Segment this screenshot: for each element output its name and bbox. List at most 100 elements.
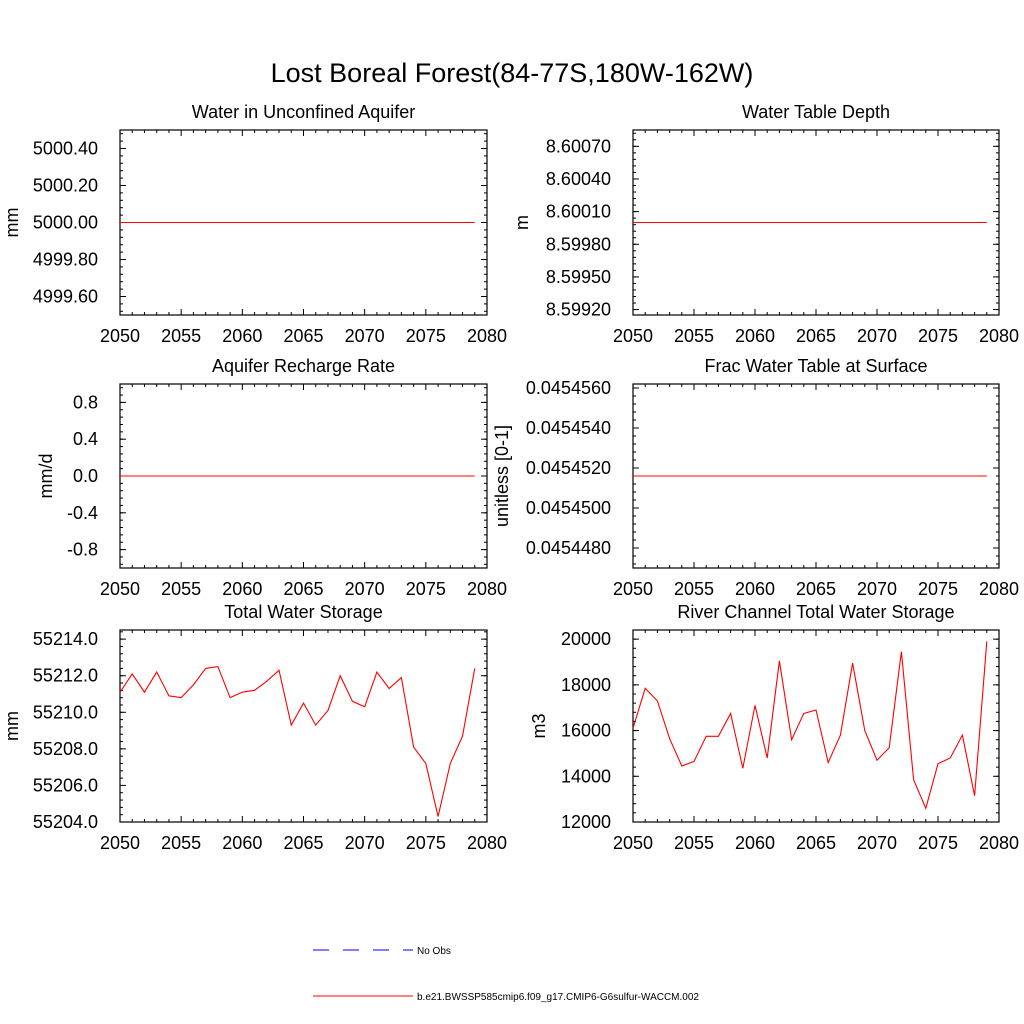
chart-panel-6: River Channel Total Water Storage 2050 205… [529,602,1019,853]
series-line [119,665,476,817]
x-tick-label: 2075 [918,833,958,853]
y-tick-label: 14000 [561,766,611,786]
x-tick-label: 2060 [222,326,262,346]
x-tick-label: 2065 [796,326,836,346]
chart-panel-3: Aquifer Recharge Rate 2050 2055 2060 2065 207… [36,356,507,599]
y-tick-label: 20000 [561,629,611,649]
x-tick-label: 2060 [222,833,262,853]
x-tick-label: 2065 [283,579,323,599]
x-tick-label: 2065 [796,833,836,853]
y-tick-label: 0.0 [73,466,98,486]
y-tick-label: 8.59980 [546,234,611,254]
y-tick-label: 55212.0 [33,666,98,686]
y-tick-label: 55204.0 [33,812,98,832]
x-tick-label: 2060 [735,579,775,599]
legend-label-model: b.e21.BWSSP585cmip6.f09_g17.CMIP6-G6sulf… [417,992,699,1003]
x-tick-label: 2050 [100,579,140,599]
legend: No Obs b.e21.BWSSP585cmip6.f09_g17.CMIP6-… [313,946,699,1003]
x-tick-label: 2055 [161,326,201,346]
x-tick-label: 2080 [467,326,507,346]
y-tick-label: 0.0454480 [526,538,611,558]
y-tick-label: 8.60010 [546,202,611,222]
y-tick-label: 8.60070 [546,136,611,156]
figure-title: Lost Boreal Forest(84-77S,180W-162W) [271,58,754,88]
y-tick-label: 8.59920 [546,300,611,320]
y-axis-label: unitless [0-1] [492,425,512,527]
x-tick-label: 2055 [161,833,201,853]
x-tick-label: 2065 [796,579,836,599]
x-tick-label: 2070 [345,579,385,599]
y-tick-label: 55210.0 [33,702,98,722]
y-tick-label: 5000.00 [33,213,98,233]
x-tick-label: 2080 [467,833,507,853]
y-tick-label: -0.8 [67,540,98,560]
x-tick-label: 2050 [100,326,140,346]
panel-title: Aquifer Recharge Rate [212,356,395,376]
x-tick-label: 2055 [674,579,714,599]
x-tick-label: 2065 [283,326,323,346]
y-tick-label: 0.8 [73,392,98,412]
x-tick-label: 2075 [918,326,958,346]
x-tick-label: 2050 [613,579,653,599]
x-tick-label: 2060 [222,579,262,599]
y-axis-label: mm [2,208,22,238]
y-tick-label: 16000 [561,721,611,741]
y-tick-label: 4999.80 [33,250,98,270]
y-axis-label: m3 [529,713,549,738]
y-axis-label: m [512,215,532,230]
panel-title: Frac Water Table at Surface [704,356,927,376]
y-tick-label: 0.0454500 [526,498,611,518]
y-axis-label: mm [2,711,22,741]
y-axis-label: mm/d [36,454,56,499]
y-tick-label: 4999.60 [33,287,98,307]
x-tick-label: 2050 [613,833,653,853]
y-tick-label: 8.59950 [546,267,611,287]
y-tick-label: 0.4 [73,429,98,449]
x-tick-label: 2070 [345,326,385,346]
y-tick-label: 5000.40 [33,139,98,159]
y-tick-label: 0.0454520 [526,458,611,478]
x-tick-label: 2080 [979,833,1019,853]
plot-frame [632,629,1000,823]
panel-title: Water Table Depth [742,102,890,122]
plot-frame [119,629,488,823]
x-tick-label: 2070 [857,579,897,599]
y-tick-label: 55214.0 [33,629,98,649]
panels-group: Water in Unconfined Aquifer 2050 2055 2060 2… [2,102,1019,853]
chart-panel-1: Water in Unconfined Aquifer 2050 2055 2060 2… [2,102,507,346]
x-tick-label: 2055 [161,579,201,599]
x-tick-label: 2050 [613,326,653,346]
panel-title: Water in Unconfined Aquifer [192,102,415,122]
chart-panel-5: Total Water Storage 2050 2055 2060 2065 2070 2… [2,602,507,853]
x-tick-label: 2055 [674,326,714,346]
y-tick-label: 55206.0 [33,775,98,795]
y-tick-label: 0.0454540 [526,418,611,438]
series-line [632,641,988,810]
y-tick-label: 55208.0 [33,739,98,759]
x-tick-label: 2060 [735,833,775,853]
y-tick-label: 12000 [561,812,611,832]
y-tick-label: -0.4 [67,503,98,523]
x-tick-label: 2070 [857,326,897,346]
x-tick-label: 2060 [735,326,775,346]
panel-title: River Channel Total Water Storage [677,602,954,622]
x-tick-label: 2080 [467,579,507,599]
x-tick-label: 2075 [918,579,958,599]
panel-title: Total Water Storage [224,602,382,622]
x-tick-label: 2080 [979,326,1019,346]
x-tick-label: 2075 [406,579,446,599]
chart-panel-2: Water Table Depth 2050 2055 2060 2065 2070 207… [512,102,1019,346]
y-tick-label: 8.60040 [546,169,611,189]
legend-label-no-obs: No Obs [417,946,451,957]
chart-panel-4: Frac Water Table at Surface 2050 2055 2060 2… [492,356,1019,599]
y-tick-label: 18000 [561,675,611,695]
x-tick-label: 2070 [857,833,897,853]
x-tick-label: 2075 [406,326,446,346]
x-tick-label: 2055 [674,833,714,853]
x-tick-label: 2065 [283,833,323,853]
y-tick-label: 0.0454560 [526,378,611,398]
y-tick-label: 5000.20 [33,176,98,196]
x-tick-label: 2050 [100,833,140,853]
x-tick-label: 2070 [345,833,385,853]
